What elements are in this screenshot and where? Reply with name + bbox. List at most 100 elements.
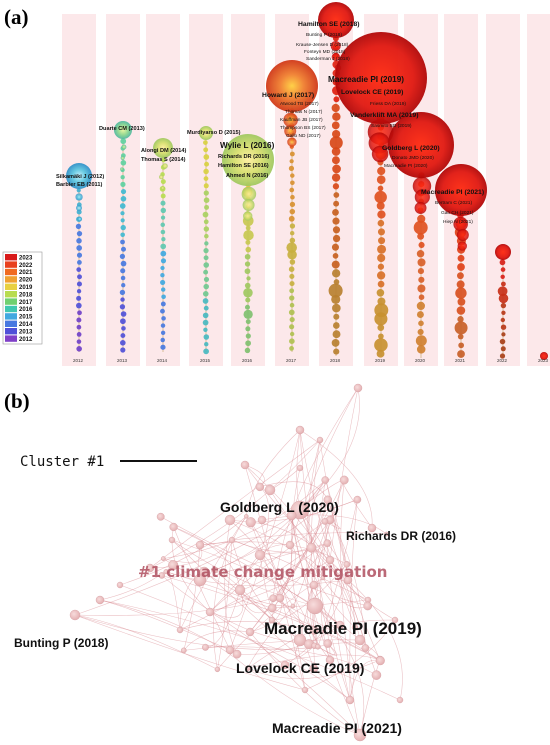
network-node: [158, 572, 166, 579]
citation-node: [499, 338, 506, 345]
network-node: [202, 643, 209, 651]
citation-node: [203, 262, 210, 268]
citation-node: [160, 229, 166, 235]
network-nodes: [69, 383, 404, 742]
timeline-ref-label: Ahmed N (2016): [226, 173, 268, 179]
citation-node: [457, 263, 465, 271]
citation-node: [160, 279, 166, 285]
network-node: [309, 625, 319, 635]
timeline-ref-label: Bunting P (2018): [306, 32, 342, 38]
citation-node: [457, 272, 464, 280]
citation-node: [161, 237, 166, 242]
legend-swatch: [5, 276, 17, 283]
citation-edge: [247, 659, 381, 679]
citation-node: [121, 326, 126, 331]
citation-node: [203, 334, 210, 340]
citation-node: [456, 229, 469, 241]
citation-node: [243, 288, 253, 298]
citation-edge: [171, 539, 316, 607]
citation-edge: [119, 584, 351, 701]
network-node: [225, 645, 235, 655]
citation-node: [203, 219, 209, 225]
network-node: [353, 383, 363, 393]
network-node: [163, 569, 169, 575]
legend-year-label: 2013: [19, 329, 33, 335]
timeline-ref-label: Alongi DM (2014): [141, 148, 187, 154]
network-node: [396, 696, 404, 704]
citation-node: [376, 175, 386, 185]
citation-node: [289, 223, 296, 229]
timeline-ref-label: Hiep N (2021): [443, 219, 473, 225]
citation-edge: [209, 559, 331, 613]
citation-node: [76, 324, 82, 330]
citation-node: [377, 280, 385, 288]
citation-node: [119, 289, 126, 296]
network-panel: (b) Cluster #1 #1 climate change mitigat…: [4, 383, 456, 742]
citation-node: [412, 176, 432, 196]
head-node-2018: [318, 2, 354, 38]
network-node: [363, 601, 373, 611]
network-node: [321, 476, 329, 484]
network-node: [391, 616, 399, 624]
citation-edge: [163, 479, 326, 559]
legend-year-label: 2021: [19, 270, 33, 276]
citation-node: [418, 276, 425, 283]
network-node: [240, 460, 250, 470]
citation-node: [203, 190, 209, 196]
citation-node: [333, 279, 340, 285]
citation-node: [76, 295, 82, 301]
year-band-2023: [527, 14, 550, 366]
network-node: [145, 563, 155, 573]
legend-year-label: 2012: [19, 337, 33, 343]
citation-node: [120, 218, 125, 223]
citation-node: [120, 260, 127, 267]
timeline-ref-label: Duarte CM (2013): [99, 126, 145, 132]
citation-node: [416, 249, 425, 258]
citation-node: [204, 241, 209, 246]
citation-node: [418, 294, 425, 301]
citation-node: [244, 304, 250, 310]
citation-node: [286, 242, 297, 253]
head-node-2015: [199, 126, 213, 140]
head-node-2020: [388, 112, 454, 178]
citation-node: [160, 200, 166, 206]
citation-edge: [329, 387, 359, 561]
citation-node: [119, 203, 126, 209]
citation-node: [289, 317, 295, 323]
citation-node: [202, 298, 209, 304]
citation-node: [289, 302, 295, 308]
legend-swatch: [5, 283, 17, 290]
citation-node: [331, 269, 341, 278]
citation-node: [456, 280, 465, 289]
citation-node: [76, 281, 82, 287]
citation-node: [289, 237, 296, 244]
network-edges: [74, 387, 403, 736]
citation-node: [120, 347, 126, 353]
citation-node: [290, 194, 295, 200]
citation-node: [76, 339, 82, 344]
network-node: [323, 539, 332, 547]
citation-edge: [291, 515, 356, 628]
network-node: [214, 666, 221, 673]
network-node: [205, 607, 215, 617]
citation-edge: [74, 614, 306, 691]
timeline-ref-label: Macreadie PI (2020): [384, 163, 428, 169]
citation-node: [245, 340, 251, 347]
year-ticks: 2012 2013 2014 2015 2016 2017 2018 2019 2020 2021…: [73, 358, 549, 363]
network-node: [361, 644, 370, 652]
citation-node: [160, 323, 166, 328]
citation-node: [161, 287, 166, 292]
citation-node: [160, 308, 165, 314]
citation-node: [499, 259, 506, 266]
network-node: [335, 620, 345, 630]
citation-node: [378, 237, 386, 245]
cluster-name: #1 climate change mitigation: [138, 563, 387, 581]
citation-edge: [259, 486, 269, 556]
citation-node: [120, 224, 126, 231]
citation-node: [333, 348, 340, 355]
timeline-ref-label: Lovelock CE (2019): [341, 89, 403, 96]
citation-node: [456, 306, 466, 315]
citation-node: [332, 303, 341, 313]
citation-edge: [171, 526, 211, 613]
citation-node: [76, 332, 82, 337]
